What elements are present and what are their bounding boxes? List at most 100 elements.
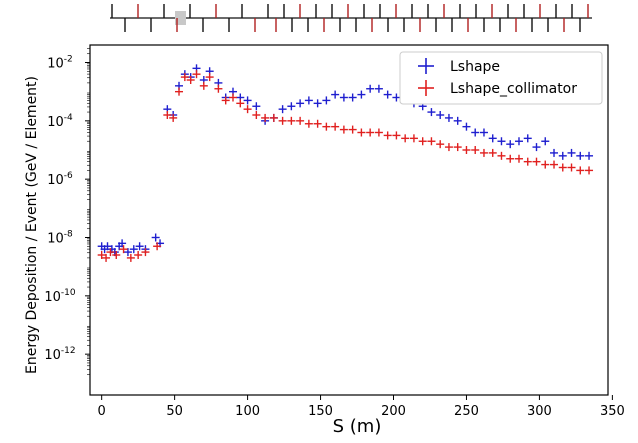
lshape-point [488,134,497,143]
lshape-point [541,137,550,146]
x-tick-label: 150 [308,404,333,419]
lshape-point [243,96,252,105]
lshape-point [129,245,138,254]
lshape-point [506,140,515,149]
lshape-collimator-point [269,113,278,122]
y-tick-label: 10-12 [44,346,75,363]
lshape-point [151,233,160,242]
lshape-point [453,116,462,125]
lshape-collimator-point [418,137,427,146]
lshape-collimator-point [392,131,401,140]
lshape-point [558,151,567,160]
lshape-collimator-point [287,116,296,125]
lshape-point [103,242,112,251]
lshape-collimator-point [252,111,261,119]
lshape-collimator-point [558,163,567,172]
lshape-point [322,96,331,105]
lshape-collimator-point [228,93,237,102]
lshape-collimator-point [348,125,357,134]
lshape-point [497,137,506,146]
lshape-point [392,93,401,102]
lshape-collimator-point [163,111,172,119]
lshape-collimator-point [523,157,532,166]
lshape-collimator-point [374,128,383,137]
y-tick-label: 10-10 [44,288,76,305]
lshape-collimator-point [126,253,135,262]
lshape-collimator-point [514,154,523,163]
lshape-collimator-point [444,143,453,152]
lshape-collimator-point [497,151,506,160]
lshape-point [348,93,357,102]
lshape-collimator-point [479,148,488,157]
lshape-collimator-point [214,84,223,93]
x-tick-label: 50 [166,404,183,419]
lshape-collimator-point [296,116,305,125]
lshape-collimator-point [541,160,550,169]
lshape-point [135,242,144,251]
lshape-point [550,148,559,157]
lshape-collimator-point [331,122,340,131]
lshape-collimator-point [585,166,594,175]
lshape-point [576,151,585,160]
legend-entry-lshape-collimator: Lshape_collimator [418,80,577,97]
lshape-point [366,84,375,93]
legend-box [399,51,603,105]
x-tick-label: 250 [454,404,479,419]
lshape-collimator-point [97,251,106,259]
lshape-point [436,111,445,119]
lshape-point [313,99,322,108]
lshape-collimator-point [106,248,115,257]
lshape-point [585,151,594,160]
lshape-collimator-point [550,160,559,169]
lshape-collimator-point [236,99,245,108]
lshape-collimator-point [243,105,252,114]
lshape-point [339,93,348,102]
lshape-collimator-point [357,128,366,137]
lshape-collimator-point [488,148,497,157]
legend-entry-lshape: Lshape [418,58,500,75]
legend: Lshape Lshape_collimator [399,51,603,105]
x-tick-label: 100 [235,404,260,419]
lshape-collimator-point [221,96,230,105]
lshape-point [532,143,541,152]
lshape-point [357,90,366,99]
lshape-collimator-point [506,154,515,163]
lshape-collimator-point [192,70,201,79]
lshape-collimator-point [453,143,462,152]
lshape-collimator-point [567,163,576,172]
lshape-collimator-point [471,146,480,154]
y-axis-label: Energy Deposition / Event (GeV / Element… [24,76,40,374]
lattice-block [175,11,186,25]
x-tick-label: 200 [381,404,406,419]
lshape-point [252,102,261,111]
lshape-collimator-point [180,73,189,82]
lshape-point [427,108,436,117]
x-tick-label: 300 [527,404,552,419]
data-markers [97,64,594,262]
lshape-point [567,148,576,157]
lshape-collimator-point [304,119,313,128]
lshape-point [514,137,523,146]
lshape-point [287,102,296,111]
lshape-point [523,134,532,143]
lshape-collimator-point [366,128,375,137]
lshape-collimator-point [112,251,121,259]
lshape-point [374,84,383,93]
legend-label: Lshape_collimator [450,81,577,97]
lshape-collimator-point [313,119,322,128]
lshape-point [278,105,287,114]
lshape-collimator-point [436,140,445,149]
lshape-point [383,90,392,99]
lshape-point [123,248,132,257]
lshape-collimator-point [383,131,392,140]
x-axis: 0 50 100 150 200 250 300 350 [98,395,625,419]
lshape-point [118,239,127,248]
lshape-collimator-point [278,116,287,125]
y-tick-label: 10-6 [47,171,73,188]
lshape-point [471,128,480,137]
y-axis: 10-12 10-10 10-8 10-6 10-4 10-2 [44,48,90,375]
y-tick-label: 10-2 [47,55,73,72]
lshape-collimator-point [261,113,270,122]
lshape-collimator-point [427,137,436,146]
